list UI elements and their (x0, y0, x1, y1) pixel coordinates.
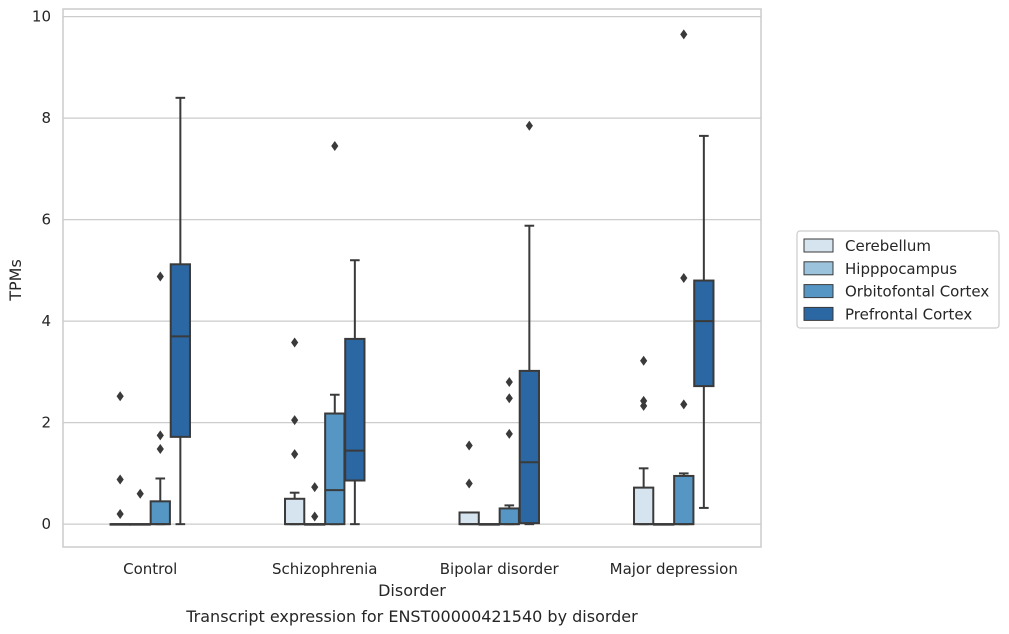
y-axis-label: TPMs (6, 259, 25, 302)
outlier-point (505, 428, 513, 439)
box-iqr (169, 263, 191, 438)
box-orbitofontal-cortex (149, 271, 171, 526)
outlier-point (136, 488, 144, 499)
outlier-point (291, 415, 299, 426)
legend-swatch (803, 284, 834, 299)
outlier-point (525, 120, 533, 131)
x-tick-labels: Control Schizophrenia Bipolar disorder Majo… (123, 560, 738, 578)
outlier-point (156, 444, 164, 455)
y-tick-label: 8 (41, 109, 51, 127)
outlier-point (116, 509, 124, 520)
y-tick-label: 0 (41, 515, 51, 533)
box-cerebellum (284, 337, 306, 526)
x-axis-label: Disorder (378, 581, 446, 600)
box-cerebellum (458, 440, 480, 526)
legend-frame (796, 230, 1000, 329)
legend-swatch (803, 261, 834, 276)
outlier-point (291, 449, 299, 460)
outlier-point (680, 29, 688, 40)
box-orbitofontal-cortex (498, 377, 520, 526)
outlier-point (116, 474, 124, 485)
box-prefrontal-cortex (169, 96, 191, 526)
legend-label: Orbitofontal Cortex (845, 283, 989, 301)
box-iqr (518, 369, 540, 525)
outlier-point (505, 377, 513, 388)
outlier-point (465, 478, 473, 489)
legend-swatch (803, 306, 834, 321)
box-iqr (149, 500, 171, 526)
box-iqr (284, 497, 306, 526)
y-tick-labels: 0 2 4 6 8 10 (32, 8, 51, 534)
outlier-point (465, 440, 473, 451)
outlier-point (680, 399, 688, 410)
chart-caption: Transcript expression for ENST0000042154… (185, 607, 638, 626)
x-tick-label: Major depression (610, 560, 738, 578)
box-hipppocampus (129, 488, 151, 526)
outlier-point (640, 400, 648, 411)
legend-label: Prefrontal Cortex (845, 305, 972, 323)
box-iqr (673, 474, 695, 526)
box-prefrontal-cortex (518, 120, 540, 526)
box-cerebellum (633, 355, 655, 526)
outlier-point (331, 141, 339, 152)
outlier-point (505, 393, 513, 404)
grid-lines (63, 15, 761, 525)
plot-frame (62, 8, 762, 548)
x-tick-label: Schizophrenia (272, 560, 377, 578)
box-iqr (498, 507, 520, 526)
box-iqr (458, 511, 480, 526)
outlier-point (156, 271, 164, 282)
outlier-point (291, 337, 299, 348)
box-hipppocampus (304, 482, 326, 526)
legend: Cerebellum Hipppocampus Orbitofontal Corte… (796, 230, 1000, 329)
outlier-point (640, 355, 648, 366)
box-iqr (633, 486, 655, 526)
box-iqr (324, 412, 346, 526)
outlier-point (640, 395, 648, 406)
y-tick-label: 6 (41, 211, 51, 229)
outlier-point (116, 391, 124, 402)
box-iqr (693, 279, 715, 388)
outlier-point (156, 430, 164, 441)
y-tick-label: 4 (41, 312, 51, 330)
legend-label: Hipppocampus (845, 260, 957, 278)
x-tick-label: Bipolar disorder (440, 560, 560, 578)
box-prefrontal-cortex (693, 134, 715, 509)
box-orbitofontal-cortex (324, 141, 346, 526)
box-hipppocampus (653, 523, 675, 526)
box-iqr (344, 337, 366, 482)
outlier-point (680, 273, 688, 283)
legend-swatch (803, 238, 834, 253)
outlier-point (311, 511, 319, 522)
y-tick-label: 2 (41, 414, 51, 432)
x-tick-label: Control (123, 560, 177, 578)
box-prefrontal-cortex (344, 259, 366, 526)
box-hipppocampus (478, 523, 500, 526)
outlier-point (311, 482, 319, 493)
legend-label: Cerebellum (845, 237, 931, 255)
box-cerebellum (109, 391, 131, 526)
box-series-group (109, 29, 715, 526)
y-tick-label: 10 (32, 8, 51, 26)
box-orbitofontal-cortex (673, 29, 695, 526)
